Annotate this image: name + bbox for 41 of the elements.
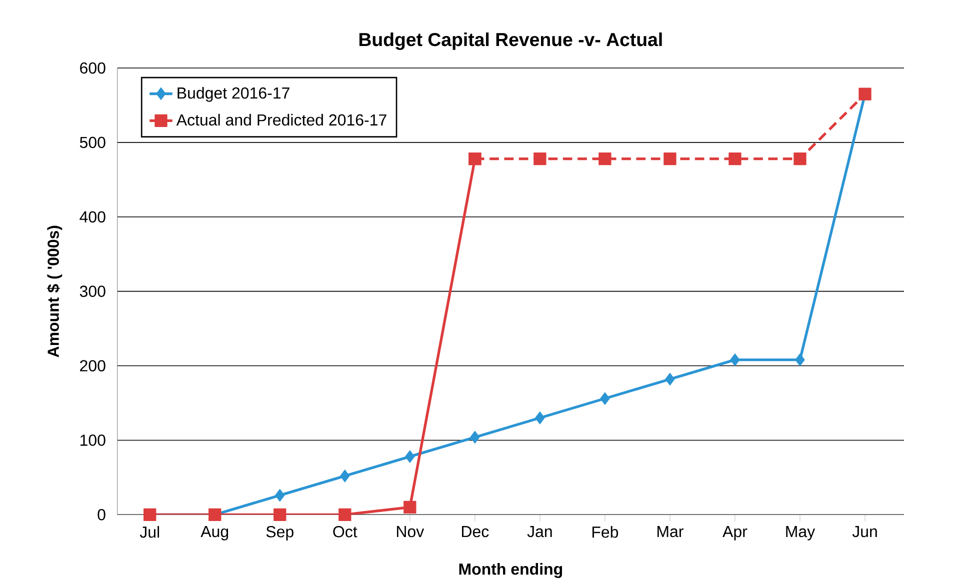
- y-axis-title: Amount $ ( '000s): [46, 226, 62, 358]
- legend-label: Actual and Predicted 2016-17: [176, 114, 386, 126]
- x-tick-label: Oct: [333, 526, 358, 538]
- x-tick-label: Apr: [722, 526, 748, 540]
- point: [274, 508, 286, 521]
- point: [470, 430, 480, 444]
- y-tick-label: 100: [80, 434, 106, 446]
- x-tick-label: May: [786, 526, 816, 540]
- x-axis-title: Month ending: [459, 563, 562, 578]
- y-tick-label: 500: [80, 136, 106, 148]
- y-tick-label: 300: [80, 286, 106, 297]
- point: [275, 488, 285, 502]
- y-tick-label: 600: [80, 62, 106, 74]
- point: [730, 353, 740, 366]
- x-tick-label: Jun: [852, 526, 877, 538]
- point: [728, 152, 742, 166]
- y-tick-label: 0: [98, 508, 106, 520]
- point: [794, 152, 806, 166]
- y-tick-label: 400: [80, 211, 106, 223]
- point: [795, 353, 805, 366]
- point: [405, 450, 415, 463]
- x-tick-label: Nov: [396, 526, 424, 538]
- point: [598, 152, 612, 166]
- x-tick-label: Mar: [657, 526, 684, 538]
- x-tick-label: Sep: [266, 526, 294, 541]
- point: [664, 152, 676, 166]
- point: [600, 392, 610, 405]
- x-tick-label: Jan: [527, 526, 552, 538]
- legend-label: Budget 2016-17: [178, 86, 290, 102]
- x-tick-label: Feb: [592, 526, 618, 538]
- point: [404, 500, 416, 514]
- point: [534, 152, 546, 166]
- y-tick-label: 200: [80, 360, 106, 372]
- point: [665, 372, 675, 386]
- point: [340, 470, 350, 482]
- point: [535, 412, 545, 424]
- chart-title: Budget Capital Revenue -v- Actual: [359, 32, 662, 50]
- x-tick-label: Aug: [200, 526, 228, 540]
- point: [338, 508, 352, 521]
- x-tick-label: Jul: [140, 526, 160, 538]
- x-tick-label: Dec: [462, 526, 489, 538]
